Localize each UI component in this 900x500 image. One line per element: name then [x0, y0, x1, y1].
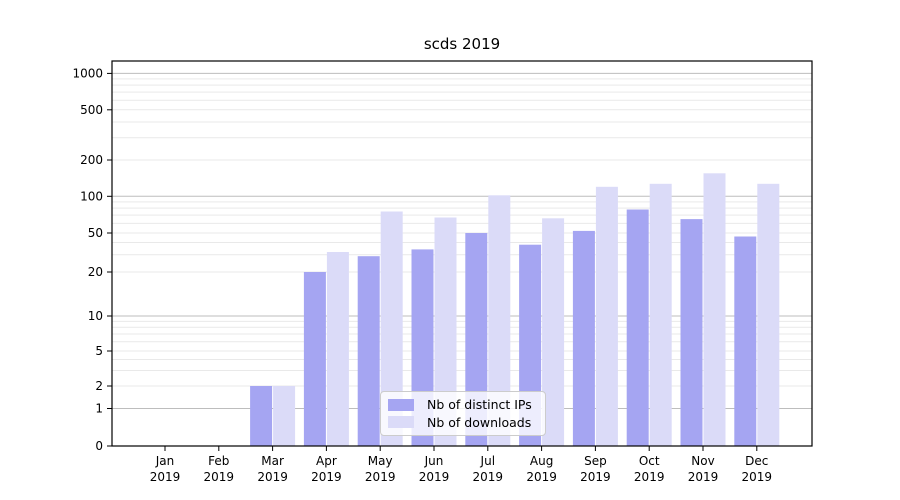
x-tick-label-year: 2019 — [742, 470, 773, 484]
x-tick-label-year: 2019 — [150, 470, 181, 484]
y-tick-label: 10 — [88, 309, 103, 323]
bar-jul-downloads — [488, 195, 511, 446]
x-tick-label-year: 2019 — [580, 470, 611, 484]
x-tick-label-year: 2019 — [526, 470, 557, 484]
plot-border — [111, 60, 813, 447]
legend: Nb of distinct IPs Nb of downloads — [380, 391, 546, 436]
bar-sep-downloads — [595, 186, 618, 447]
x-tick-label-month: Aug — [530, 454, 553, 468]
x-tick-label-year: 2019 — [257, 470, 288, 484]
bar-jun-downloads — [434, 217, 457, 446]
x-tick-label-month: Dec — [745, 454, 768, 468]
x-tick-label-month: May — [368, 454, 393, 468]
x-tick-label-year: 2019 — [311, 470, 342, 484]
y-tick-label: 500 — [80, 103, 103, 117]
x-tick-label-month: Nov — [691, 454, 714, 468]
bar-may-downloads — [380, 211, 403, 446]
bar-dec-downloads — [757, 183, 780, 447]
x-tick-label-year: 2019 — [634, 470, 665, 484]
x-tick-label-month: Apr — [316, 454, 337, 468]
x-tick-label-year: 2019 — [688, 470, 719, 484]
y-tick-label: 5 — [95, 344, 103, 358]
y-tick-label: 1 — [95, 402, 103, 416]
y-tick-label: 50 — [88, 226, 103, 240]
legend-item-distinct-ips: Nb of distinct IPs — [388, 397, 538, 412]
bar-mar-downloads — [273, 386, 296, 446]
x-tick-label-month: Mar — [261, 454, 284, 468]
x-tick-label-year: 2019 — [473, 470, 504, 484]
legend-item-downloads: Nb of downloads — [388, 415, 538, 430]
legend-swatch-downloads — [388, 416, 414, 429]
x-tick-label-year: 2019 — [204, 470, 235, 484]
x-tick-label-month: Feb — [208, 454, 229, 468]
bar-oct-distinct-ips — [626, 209, 649, 446]
bar-dec-distinct-ips — [734, 236, 757, 446]
x-tick-label-month: Jan — [155, 454, 175, 468]
chart-title: scds 2019 — [423, 35, 501, 53]
y-tick-label: 1000 — [72, 67, 103, 81]
bar-nov-distinct-ips — [680, 219, 703, 446]
bar-mar-distinct-ips — [250, 386, 273, 446]
bar-nov-downloads — [703, 173, 726, 447]
bar-oct-downloads — [649, 183, 672, 447]
x-tick-label-month: Jun — [424, 454, 444, 468]
legend-swatch-distinct-ips — [388, 398, 414, 411]
x-tick-label-month: Jul — [480, 454, 495, 468]
x-tick-label-month: Sep — [584, 454, 607, 468]
bar-may-distinct-ips — [357, 256, 380, 446]
bar-apr-distinct-ips — [303, 272, 326, 446]
y-tick-label: 200 — [80, 153, 103, 167]
legend-label-downloads: Nb of downloads — [427, 414, 532, 430]
y-tick-label: 2 — [95, 379, 103, 393]
x-tick-label-year: 2019 — [419, 470, 450, 484]
x-tick-label-year: 2019 — [365, 470, 396, 484]
y-tick-label: 0 — [95, 439, 103, 453]
bar-apr-downloads — [326, 252, 349, 446]
bar-aug-downloads — [542, 218, 565, 446]
bar-sep-distinct-ips — [572, 230, 595, 446]
legend-label-distinct-ips: Nb of distinct IPs — [427, 397, 532, 413]
y-tick-label: 100 — [80, 190, 103, 204]
x-tick-label-month: Oct — [639, 454, 660, 468]
y-tick-label: 20 — [88, 265, 103, 279]
